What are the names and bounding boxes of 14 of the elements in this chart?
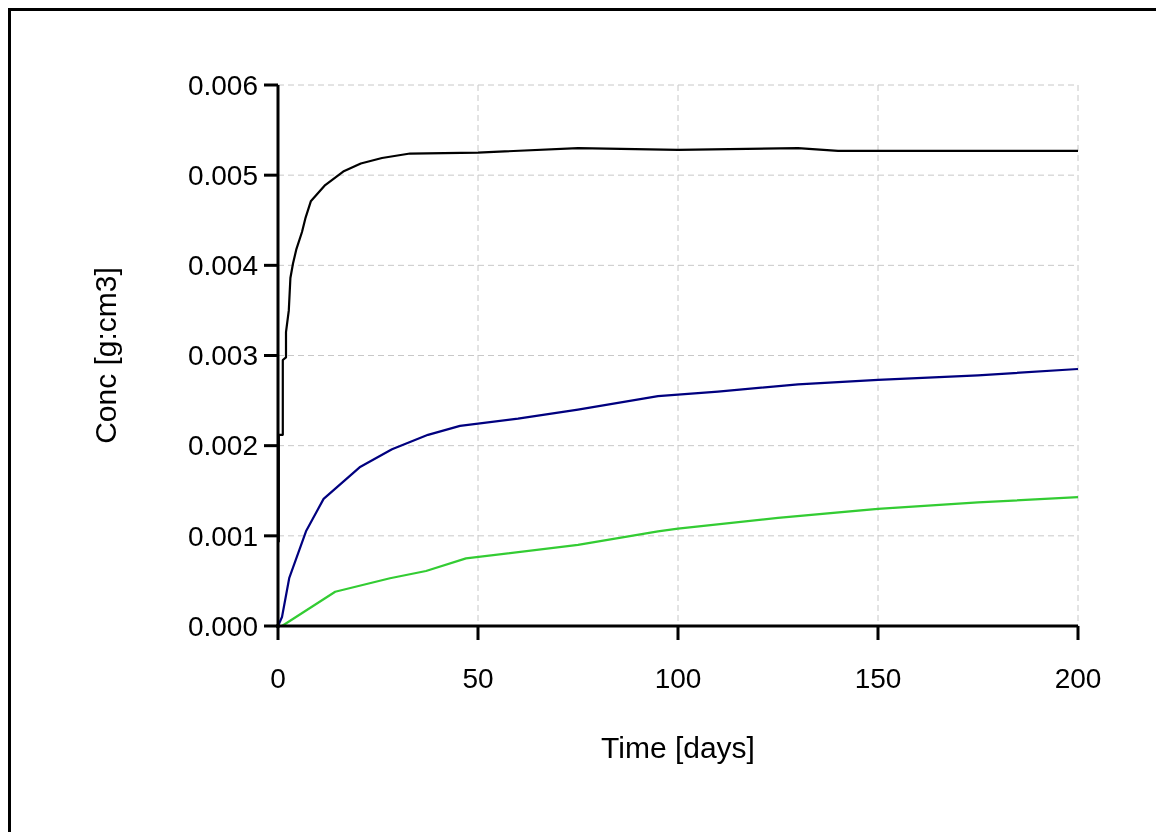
x-tick-label: 50 — [462, 663, 494, 694]
y-axis-title: Conc [g:cm3] — [89, 267, 122, 444]
y-tick-label: 0.005 — [187, 159, 258, 191]
y-tick-label: 0.003 — [187, 340, 258, 372]
y-tick-label: 0.001 — [187, 520, 258, 552]
y-tick-label: 0.006 — [187, 69, 258, 101]
x-tick-label: 200 — [1054, 663, 1102, 694]
y-tick-label: 0.000 — [187, 610, 258, 642]
y-tick-label: 0.004 — [187, 250, 258, 282]
y-tick-label: 0.002 — [187, 430, 258, 462]
x-axis-title: Time [days] — [601, 731, 755, 764]
x-tick-label: 100 — [654, 663, 702, 694]
x-tick-label: 150 — [854, 663, 902, 694]
x-tick-label: 0 — [270, 663, 286, 694]
